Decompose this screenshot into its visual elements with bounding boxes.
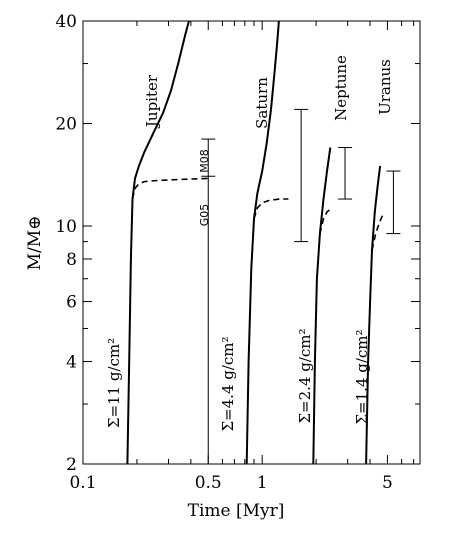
surface-density-label: Σ=2.4 g/cm² <box>296 328 314 423</box>
y-tick-label: 8 <box>66 250 77 270</box>
errorbar-layer <box>201 108 401 464</box>
x-tick-label: 5 <box>382 473 393 493</box>
series-name-label: Saturn <box>253 77 271 129</box>
series-layer <box>126 21 385 464</box>
vertical-line-label-g05: G05 <box>198 204 211 227</box>
y-tick-label: 10 <box>55 217 77 237</box>
y-tick-label: 4 <box>66 352 77 372</box>
plot-frame <box>82 20 421 465</box>
surface-density-label: Σ=4.4 g/cm² <box>219 336 237 431</box>
y-tick-label: 40 <box>55 12 77 32</box>
series-line-neptune <box>312 147 332 464</box>
surface-density-label: Σ=11 g/cm² <box>105 338 123 428</box>
series-line-jupiter <box>126 21 190 464</box>
series-line-saturn <box>245 21 280 464</box>
series-name-label: Jupiter <box>143 74 161 129</box>
y-axis-label: M/M⊕ <box>25 216 45 271</box>
surface-density-label: Σ=1.4 g/cm² <box>353 329 371 424</box>
axis-ticks <box>83 21 420 464</box>
series-name-label: Uranus <box>376 59 394 115</box>
series-name-label: Neptune <box>332 55 350 121</box>
y-tick-label: 6 <box>66 293 77 313</box>
x-tick-label: 0.1 <box>69 473 96 493</box>
x-tick-label: 0.5 <box>195 473 222 493</box>
y-tick-label: 20 <box>55 115 77 135</box>
x-tick-label: 1 <box>257 473 268 493</box>
series-dashed-line-uranus <box>371 212 385 251</box>
series-dashed-line-saturn <box>253 198 289 220</box>
x-tick-labels: 0.1 0.5 1 5 <box>69 473 392 493</box>
errorbar-label-m08: M08 <box>198 149 211 173</box>
y-tick-labels: 2 4 6 8 10 20 40 <box>55 12 77 475</box>
series-dashed-line-jupiter <box>131 177 209 200</box>
x-axis-label: Time [Myr] <box>188 501 285 521</box>
y-tick-label: 2 <box>66 455 77 475</box>
